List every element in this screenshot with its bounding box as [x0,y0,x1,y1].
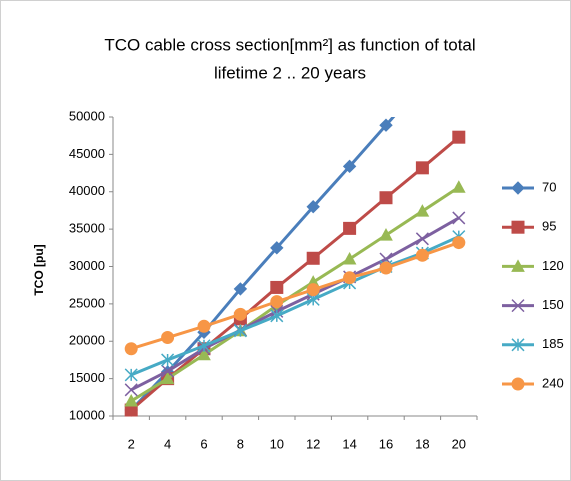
series-line [130,186,460,403]
marker [452,236,466,250]
legend-item: 70 [502,179,556,195]
legend-item: 150 [502,297,564,313]
marker [160,371,175,385]
legend-label: 70 [542,179,556,194]
marker [343,221,357,235]
y-tick-label: 35000 [69,221,105,236]
marker [342,251,357,265]
marker [233,282,248,296]
x-tick-label: 12 [306,436,320,451]
marker [233,307,247,321]
y-tick-label: 40000 [69,183,105,198]
marker [415,204,430,217]
x-tick-label: 20 [452,436,466,451]
legend-label: 240 [542,375,564,390]
x-tick-label: 14 [342,436,356,451]
legend-label: 185 [542,336,564,351]
y-tick-label: 10000 [69,407,105,422]
chart-title: lifetime 2 .. 20 years [214,63,366,82]
x-tick-label: 2 [128,436,135,451]
marker [197,319,211,333]
marker [161,364,175,378]
x-tick-label: 18 [415,436,429,451]
marker [415,161,429,175]
x-tick-label: 4 [164,436,171,451]
legend-item: 120 [502,258,564,273]
marker [161,353,175,367]
y-tick-label: 20000 [69,333,105,348]
marker [342,159,357,174]
x-tick-label: 10 [270,436,284,451]
series-line [130,136,460,412]
marker [415,232,429,246]
marker [379,228,393,241]
marker [161,331,175,345]
legend-marker [511,181,525,195]
marker [415,248,429,262]
marker [452,211,466,225]
legend-label: 120 [542,258,564,273]
legend-marker [511,299,525,313]
series-line [130,235,460,377]
series-line [130,216,460,392]
legend-item: 185 [502,336,564,352]
marker [270,309,284,323]
marker [270,280,284,294]
legend-marker [511,338,525,352]
chart-title: TCO cable cross section[mm²] as function… [104,35,475,54]
y-tick-label: 45000 [69,146,105,161]
marker [379,191,393,205]
marker [306,283,320,297]
marker [233,324,247,338]
marker [343,271,357,285]
legend-label: 95 [542,219,556,234]
marker [124,394,139,407]
x-tick-label: 6 [200,436,207,451]
x-tick-label: 8 [237,436,244,451]
marker [416,78,428,90]
legend-item: 240 [502,375,564,391]
marker [124,368,138,382]
y-tick-label: 15000 [69,370,105,385]
legend-marker [511,377,525,391]
marker [270,241,284,255]
y-tick-label: 50000 [69,108,105,123]
y-axis-label: TCO [pu] [32,244,46,295]
x-tick-label: 16 [379,436,393,451]
plot-area [124,78,466,417]
marker [451,180,466,193]
marker [270,295,284,309]
marker [452,130,466,144]
marker [306,251,320,265]
legend-label: 150 [542,297,564,312]
legend-item: 95 [502,219,556,234]
series-line [130,241,460,351]
marker [379,118,393,132]
legend-marker [511,259,525,272]
marker [124,383,138,397]
marker [124,342,138,356]
y-tick-label: 30000 [69,258,105,273]
y-tick-label: 25000 [69,295,105,310]
marker [379,261,393,275]
marker [306,199,320,214]
marker [197,339,211,353]
legend-marker [511,220,525,234]
marker [197,347,211,361]
